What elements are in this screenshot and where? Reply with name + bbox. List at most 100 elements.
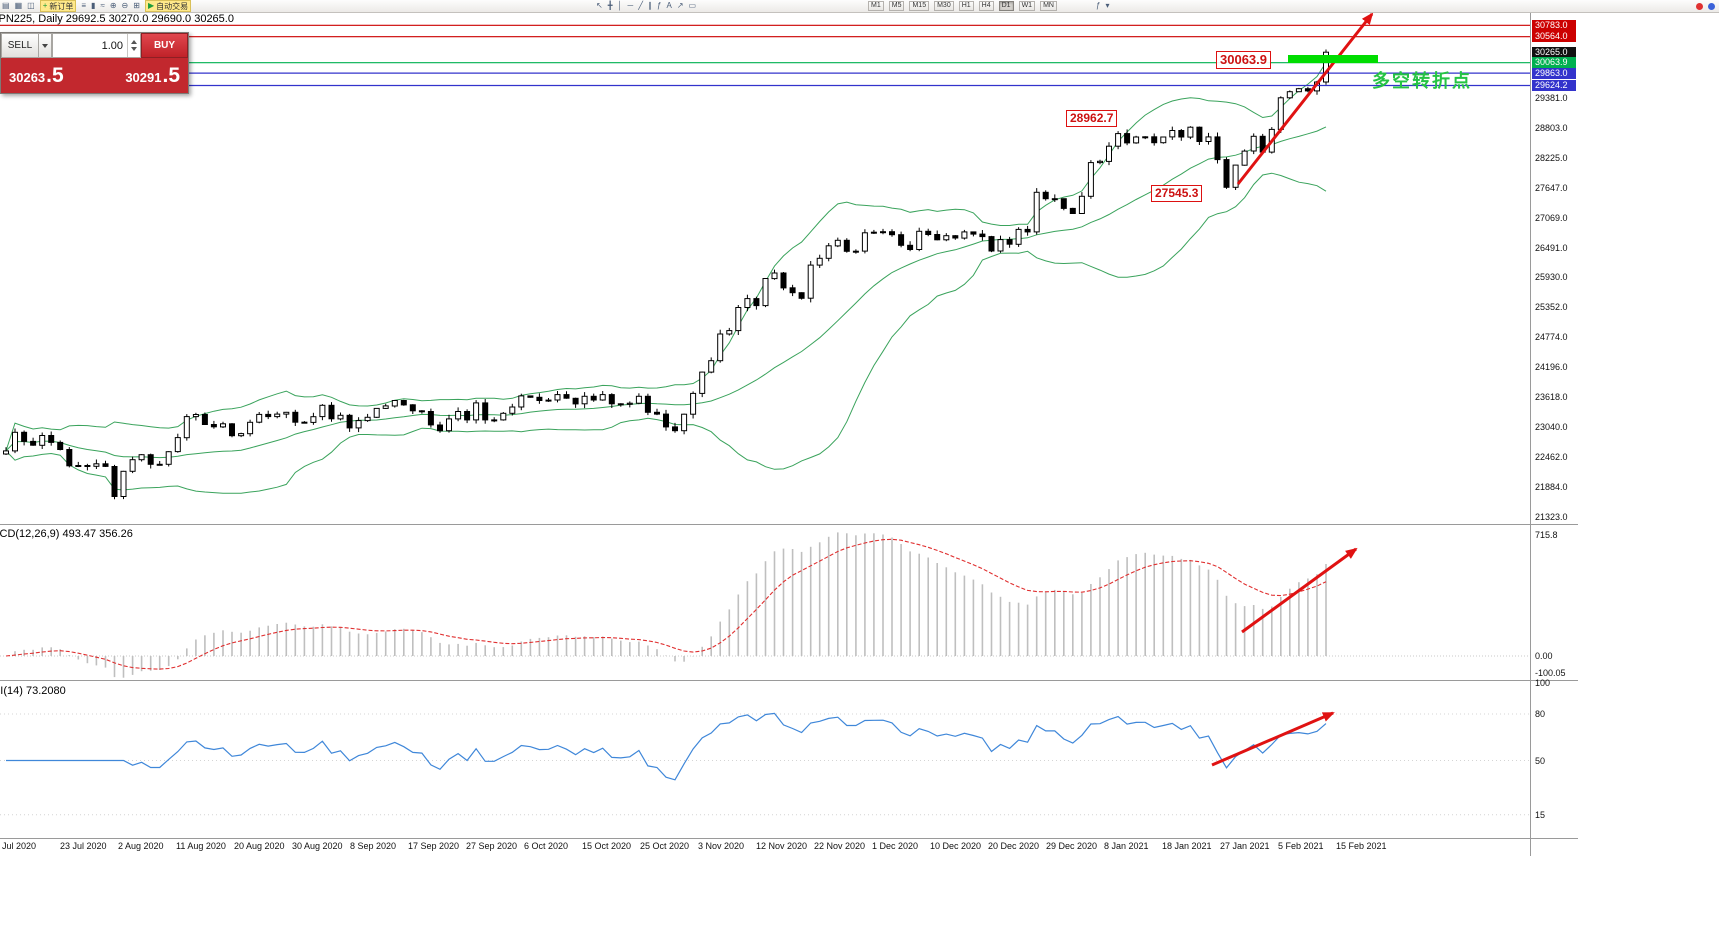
price-axis-label: 23040.0 — [1535, 422, 1568, 433]
new-order-label: 新订单 — [49, 1, 74, 11]
lot-size-stepper — [127, 34, 140, 57]
time-axis-label: 8 Jan 2021 — [1104, 841, 1149, 851]
price-axis-label: 21323.0 — [1535, 511, 1568, 522]
time-axis-label: 12 Nov 2020 — [756, 841, 808, 851]
time-axis-label: 10 Dec 2020 — [930, 841, 982, 851]
arrow-object-icon[interactable]: ↗ — [676, 1, 684, 10]
price-axis-chip: 30564.0 — [1532, 31, 1576, 43]
timeframe-button-M15[interactable]: M15 — [909, 1, 930, 11]
price-axis-label: 26491.0 — [1535, 243, 1568, 254]
trend-note-text: 多空转折点 — [1372, 71, 1472, 91]
text-icon[interactable]: A — [666, 1, 672, 10]
price-annotation-box[interactable]: 30063.9 — [1216, 51, 1271, 69]
timeframe-button-M5[interactable]: M5 — [888, 1, 905, 11]
time-axis-label: 11 Aug 2020 — [176, 841, 226, 851]
order-type-dropdown-button[interactable] — [39, 33, 52, 58]
timeframe-button-H4[interactable]: H4 — [978, 1, 994, 11]
crosshair-icon[interactable]: ╋ — [607, 1, 613, 10]
bars-chart-icon[interactable]: ≡ — [81, 1, 87, 10]
toolbar-draw-group: ↖ ╋ │ ─ ╱ ∥ ƒ A ↗ ▭ — [596, 0, 696, 12]
time-axis-label: 20 Dec 2020 — [988, 841, 1040, 851]
buy-price[interactable]: 30291 .5 — [125, 64, 180, 88]
time-axis-label: 22 Nov 2020 — [814, 841, 866, 851]
price-annotation-box[interactable]: 27545.3 — [1151, 185, 1203, 202]
price-axis-label: 21884.0 — [1535, 482, 1568, 493]
time-axis-label: 5 Feb 2021 — [1278, 841, 1324, 851]
trade-panel-prices: 30263 .5 30291 .5 — [1, 58, 188, 93]
shapes-icon[interactable]: ▭ — [688, 1, 697, 10]
lot-size-field[interactable]: 1.00 — [52, 33, 141, 58]
macd-axis-label: -100.05 — [1535, 667, 1566, 678]
cursor-icon[interactable]: ↖ — [596, 1, 603, 10]
price-axis-label: 29381.0 — [1535, 93, 1568, 104]
indicators-icon[interactable]: ƒ — [1096, 1, 1101, 10]
sell-button[interactable]: SELL — [1, 33, 39, 58]
timeframe-button-W1[interactable]: W1 — [1018, 1, 1036, 11]
candles-chart-icon[interactable]: ▮ — [91, 1, 96, 10]
profiles-icon[interactable]: ◫ — [27, 1, 35, 10]
zoom-out-icon[interactable]: ⊖ — [121, 1, 129, 10]
highlight-bar[interactable] — [1288, 55, 1378, 63]
rsi-axis-label: 50 — [1535, 755, 1546, 766]
autotrade-play-icon[interactable]: ▶ — [147, 1, 155, 10]
price-axis-chip: 30265.0 — [1532, 46, 1576, 58]
line-chart-icon[interactable]: ≈ — [100, 1, 105, 10]
buy-button[interactable]: BUY — [141, 33, 188, 58]
sell-price[interactable]: 30263 .5 — [9, 64, 64, 88]
menu-icon[interactable]: ▤ — [2, 1, 10, 10]
toolbar-left-group: ▤ ▦ ◫ + 新订单 ≡ ▮ ≈ ⊕ ⊖ ⊞ ▶ 自动交易 — [2, 0, 192, 12]
new-order-button[interactable]: + 新订单 — [39, 0, 77, 12]
time-axis-label: 1 Dec 2020 — [872, 841, 919, 851]
trendline-icon[interactable]: ╱ — [638, 1, 644, 10]
horizontal-level-lines[interactable] — [0, 24, 1530, 87]
chevron-down-icon — [42, 43, 48, 48]
horizontal-line-icon[interactable]: ─ — [627, 1, 634, 10]
chart-ohlc-title: JPN225, Daily 29692.5 30270.0 29690.0 30… — [0, 13, 234, 25]
price-axis-chip: 29863.0 — [1532, 67, 1576, 79]
lot-decrease-button[interactable] — [131, 47, 137, 51]
zoom-in-icon[interactable]: ⊕ — [109, 1, 117, 10]
tile-windows-icon[interactable]: ⊞ — [133, 1, 140, 10]
trend-arrows[interactable] — [1211, 12, 1374, 767]
new-order-icon[interactable]: + — [42, 1, 48, 10]
price-axis-label: 25352.0 — [1535, 302, 1568, 313]
sell-price-main: 30263 — [9, 69, 46, 85]
time-axis-label: 18 Jan 2021 — [1162, 841, 1212, 851]
rsi-indicator-label: RSI(14) 73.2080 — [0, 685, 66, 697]
time-axis-label: 6 Oct 2020 — [524, 841, 569, 851]
time-axis-label: 27 Sep 2020 — [466, 841, 518, 851]
one-click-trade-panel: SELL 1.00 BUY 30263 .5 30291 .5 — [0, 32, 189, 94]
timeframe-button-MN[interactable]: MN — [1040, 1, 1057, 11]
price-annotation-box[interactable]: 28962.7 — [1066, 110, 1118, 127]
timeframe-button-M1[interactable]: M1 — [868, 1, 884, 11]
rsi-axis-label: 80 — [1535, 709, 1546, 719]
buy-price-pips: .5 — [162, 63, 180, 87]
price-axis-label: 24774.0 — [1535, 332, 1568, 343]
vertical-line-icon[interactable]: │ — [617, 1, 623, 10]
channel-icon[interactable]: ∥ — [648, 1, 653, 10]
autotrade-button[interactable]: ▶ 自动交易 — [144, 0, 192, 12]
price-axis-label: 27647.0 — [1535, 183, 1568, 194]
timeframe-button-M30[interactable]: M30 — [934, 1, 954, 11]
time-axis-label: 17 Sep 2020 — [408, 841, 460, 851]
timeframe-button-H1[interactable]: H1 — [958, 1, 974, 11]
time-axis-label: 25 Oct 2020 — [640, 841, 690, 851]
price-axis-label: 27069.0 — [1535, 213, 1568, 224]
blue-dot-icon[interactable] — [1708, 2, 1715, 10]
buy-price-main: 30291 — [125, 69, 162, 85]
new-chart-icon[interactable]: ▦ — [14, 1, 23, 10]
toolbar-timeframes-group: M1 M5 M15 M30 H1 H4 D1 W1 MN — [868, 0, 1057, 12]
fibonacci-icon[interactable]: ƒ — [657, 1, 662, 10]
templates-icon[interactable]: ▾ — [1105, 1, 1110, 10]
lot-increase-button[interactable] — [131, 40, 137, 44]
red-dot-icon[interactable] — [1696, 2, 1703, 10]
toolbar-right-group: ƒ ▾ — [1096, 0, 1109, 12]
time-axis-label: 15 Oct 2020 — [582, 841, 632, 851]
macd-axis-label: 715.8 — [1535, 530, 1558, 541]
timeframe-button-D1[interactable]: D1 — [998, 1, 1014, 11]
